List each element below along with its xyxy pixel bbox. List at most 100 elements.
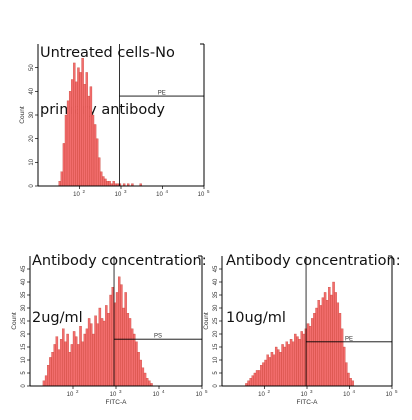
histogram-bar	[266, 354, 269, 387]
histogram-bar	[91, 114, 95, 187]
histogram-bar	[311, 318, 314, 387]
panel-3-title-line-1: Antibody concentration:	[226, 253, 401, 269]
histogram-bar	[68, 91, 72, 187]
x-tick-label: 10	[67, 392, 74, 398]
histogram-bar	[249, 378, 252, 387]
histogram-bar	[94, 315, 97, 387]
histogram-bar	[83, 333, 87, 387]
histogram-bar	[70, 344, 74, 387]
histogram-bar	[64, 114, 68, 187]
histogram-bar	[89, 86, 93, 187]
x-tick-exponent: 5	[207, 189, 210, 194]
histogram-bar	[58, 181, 61, 187]
histogram-bar	[85, 72, 88, 187]
histogram-bar	[294, 333, 297, 387]
histogram-bar	[345, 362, 348, 387]
histogram-bar	[351, 380, 354, 387]
histogram-bar	[139, 359, 142, 387]
histogram-bar	[106, 181, 109, 187]
histogram-bar	[47, 365, 50, 387]
histogram-bar	[98, 157, 101, 187]
y-tick-label: 30	[21, 304, 27, 311]
x-tick-exponent: 3	[310, 389, 313, 394]
histogram-bar	[64, 341, 67, 387]
y-axis-label: Count	[11, 312, 18, 330]
histogram-bar	[49, 357, 52, 387]
histogram-bar	[102, 320, 106, 387]
x-tick-label: 10	[258, 392, 265, 398]
histogram-bar	[79, 326, 82, 387]
histogram-bar	[330, 294, 333, 387]
histogram-bar	[57, 349, 61, 387]
y-tick-label: 10	[21, 356, 27, 363]
histogram-bar	[62, 143, 66, 187]
histogram-bar	[268, 357, 272, 387]
histogram-bar	[44, 375, 48, 387]
panel-1-title-line-1: Untreated cells-No	[40, 45, 175, 61]
x-tick-label: 10	[115, 192, 122, 198]
y-tick-label: 40	[21, 278, 27, 285]
histogram-bar	[253, 372, 257, 387]
histogram-bar	[100, 171, 103, 187]
histogram-bar	[281, 344, 284, 387]
histogram-bar	[291, 341, 295, 387]
histogram-bar	[59, 339, 63, 387]
histogram-bar	[66, 333, 69, 387]
histogram-bar	[313, 313, 316, 387]
histogram-bar	[111, 287, 114, 387]
y-tick-label: 35	[213, 291, 219, 298]
histogram-bar	[296, 336, 299, 387]
y-tick-label: 0	[21, 384, 27, 388]
y-tick-label: 45	[213, 265, 219, 272]
y-tick-label: 10	[213, 356, 219, 363]
histogram-bar	[264, 359, 267, 387]
x-tick-exponent: 3	[124, 189, 127, 194]
y-axis-label: Count	[19, 106, 26, 124]
histogram-bar	[66, 100, 70, 187]
histogram-bar	[105, 305, 108, 387]
panel-2-title: Antibody concentration: 2ug/ml	[32, 214, 207, 347]
histogram-bar	[55, 336, 59, 387]
x-tick-exponent: 5	[395, 389, 398, 394]
histogram-bar	[317, 300, 320, 387]
histogram-bar	[338, 313, 342, 387]
x-tick-label: 10	[73, 192, 80, 198]
x-tick-exponent: 4	[166, 189, 169, 194]
histogram-bar	[287, 344, 291, 387]
histogram-bar	[87, 318, 91, 387]
histogram-bar	[340, 328, 344, 387]
x-tick-label: 10	[301, 392, 308, 398]
y-tick-label: 45	[21, 265, 27, 272]
histogram-bar	[73, 62, 76, 187]
histogram-bar	[148, 380, 151, 387]
x-tick-label: 10	[156, 192, 163, 198]
histogram-bar	[255, 370, 259, 387]
histogram-bar	[95, 138, 99, 187]
histogram-bar	[285, 341, 289, 387]
histogram-bar	[145, 378, 149, 387]
histogram-bar	[130, 328, 134, 387]
histogram-bar	[72, 331, 76, 387]
histogram-bar	[270, 352, 274, 387]
y-tick-label: 0	[29, 184, 35, 188]
panel-2-title-line-2: 2ug/ml	[32, 310, 83, 326]
gate-label: PE	[345, 336, 353, 342]
histogram-panel-2: 051015202530354045102103104105CountFITC-…	[11, 255, 208, 406]
histogram-bar	[98, 307, 102, 387]
histogram-bar	[90, 323, 93, 387]
histogram-bar	[53, 344, 56, 387]
histogram-bar	[332, 281, 335, 387]
panel-3-title-line-2: 10ug/ml	[226, 310, 286, 326]
histogram-bar	[42, 380, 46, 387]
histogram-bar	[319, 305, 323, 387]
x-tick-exponent: 5	[205, 389, 208, 394]
histogram-bar	[247, 380, 250, 387]
histogram-bar	[315, 307, 318, 387]
histogram-bar	[93, 124, 97, 187]
histogram-bar	[85, 328, 89, 387]
histogram-bar	[100, 318, 104, 387]
histogram-bar	[334, 292, 337, 387]
histogram-bar	[83, 84, 86, 187]
